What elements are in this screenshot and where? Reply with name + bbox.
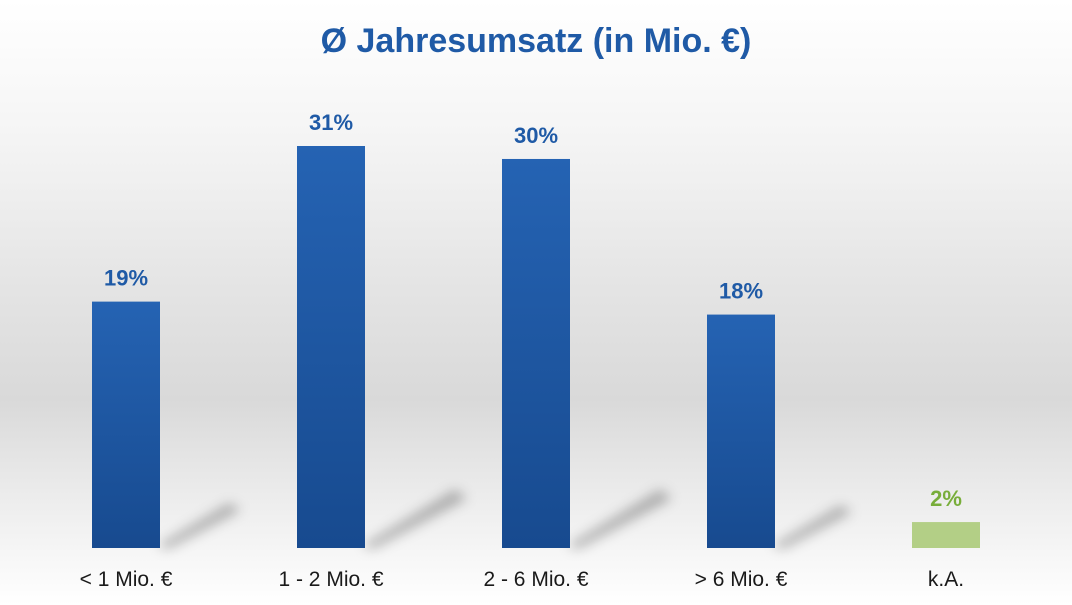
- data-label: 18%: [719, 279, 763, 304]
- data-labels: 19% 31% 30% 18% 2%: [104, 110, 962, 511]
- bar: [92, 301, 160, 548]
- data-label: 30%: [514, 123, 558, 148]
- category-label: k.A.: [928, 568, 964, 591]
- bar: [912, 522, 980, 548]
- category-label: 2 - 6 Mio. €: [483, 568, 588, 591]
- bar-shadow: [160, 503, 241, 548]
- category-label: > 6 Mio. €: [695, 568, 788, 591]
- data-label: 2%: [930, 486, 962, 511]
- category-labels: < 1 Mio. € 1 - 2 Mio. € 2 - 6 Mio. € > 6 Mi…: [80, 568, 965, 591]
- bar-shadow: [570, 489, 672, 548]
- bar-shadow: [365, 489, 467, 548]
- bar-shadows: [160, 489, 853, 548]
- data-label: 19%: [104, 266, 148, 291]
- data-label: 31%: [309, 110, 353, 135]
- bar: [297, 146, 365, 548]
- category-label: 1 - 2 Mio. €: [278, 568, 383, 591]
- bar: [707, 314, 775, 548]
- bar: [502, 158, 570, 548]
- chart-title: Ø Jahresumsatz (in Mio. €): [321, 22, 752, 60]
- bars: [92, 146, 980, 548]
- bar-shadow: [775, 505, 853, 548]
- category-label: < 1 Mio. €: [80, 568, 173, 591]
